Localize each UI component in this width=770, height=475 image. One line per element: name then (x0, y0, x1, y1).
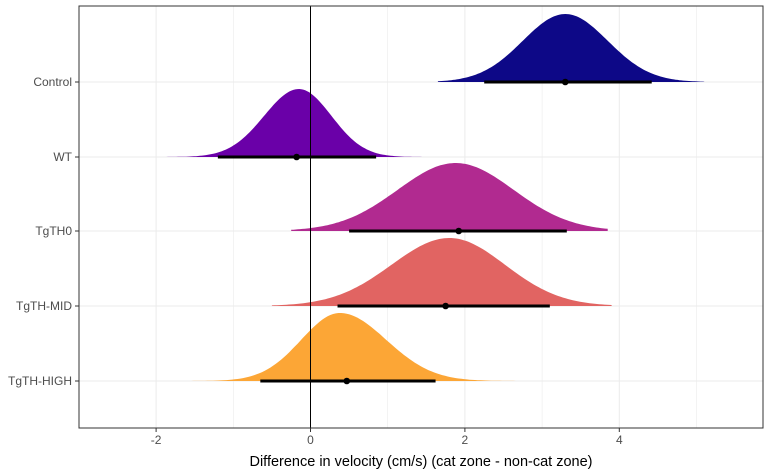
point-estimate-control (561, 78, 569, 86)
plot-border (78, 5, 764, 429)
x-tick-label: 2 (462, 433, 469, 447)
x-axis: -2 0 2 4 (151, 428, 623, 447)
point-estimate-tgth-high (343, 377, 351, 385)
x-axis-title: Difference in velocity (cm/s) (cat zone … (249, 454, 592, 470)
y-tick-label: WT (53, 150, 72, 164)
point-estimate-wt (293, 153, 300, 161)
density-ridges (148, 14, 705, 381)
density-ridge-tgth0 (291, 163, 608, 231)
y-axis: Control WT TgTH0 TgTH-MID TgTH-HIGH (8, 75, 79, 388)
y-tick-label: TgTH-MID (16, 299, 72, 313)
x-tick-label: 0 (307, 433, 314, 447)
x-tick-label: -2 (151, 433, 162, 447)
density-ridge-control (437, 14, 705, 82)
y-tick-label: TgTH0 (35, 224, 72, 238)
y-tick-label: Control (33, 75, 72, 89)
density-ridge-tgth-high (163, 313, 547, 381)
y-tick-label: TgTH-HIGH (8, 374, 72, 388)
density-ridge-tgth-mid (271, 238, 612, 306)
x-tick-label: 4 (616, 433, 623, 447)
interval-lines (217, 78, 652, 385)
density-ridge-wt (148, 89, 427, 157)
point-estimate-tgth-mid (442, 302, 449, 310)
point-estimate-tgth0 (455, 227, 463, 235)
